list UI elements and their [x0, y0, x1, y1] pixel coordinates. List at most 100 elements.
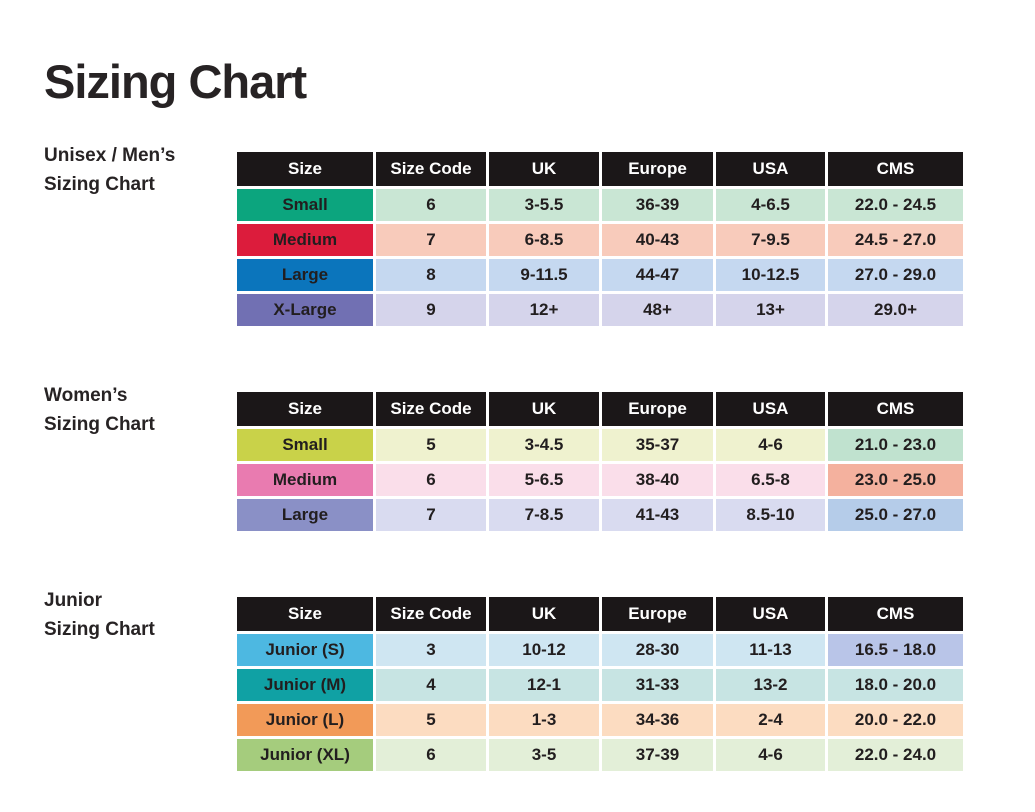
size-cell: Junior (L): [237, 704, 373, 736]
usa-cell: 2-4: [716, 704, 825, 736]
europe-cell: 38-40: [602, 464, 713, 496]
europe-cell: 31-33: [602, 669, 713, 701]
column-header-usa: USA: [716, 392, 825, 426]
usa-cell: 6.5-8: [716, 464, 825, 496]
europe-cell: 48+: [602, 294, 713, 326]
column-header-cms: CMS: [828, 392, 963, 426]
section-label-line1: Junior: [44, 590, 103, 611]
size-code-cell: 5: [376, 704, 486, 736]
column-header-uk: UK: [489, 392, 599, 426]
size-code-cell: 4: [376, 669, 486, 701]
size-code-cell: 7: [376, 224, 486, 256]
table-row: Junior (M) 4 12-1 31-33 13-2 18.0 - 20.0: [237, 669, 963, 701]
uk-cell: 1-3: [489, 704, 599, 736]
column-header-size-code: Size Code: [376, 152, 486, 186]
usa-cell: 10-12.5: [716, 259, 825, 291]
size-cell: Junior (S): [237, 634, 373, 666]
sizing-table-womens: Size Size Code UK Europe USA CMS Small 5…: [234, 389, 966, 534]
size-cell: Small: [237, 429, 373, 461]
uk-cell: 12-1: [489, 669, 599, 701]
cms-cell: 24.5 - 27.0: [828, 224, 963, 256]
usa-cell: 4-6: [716, 739, 825, 771]
column-header-size-code: Size Code: [376, 597, 486, 631]
size-code-cell: 6: [376, 739, 486, 771]
table-row: Medium 7 6-8.5 40-43 7-9.5 24.5 - 27.0: [237, 224, 963, 256]
size-cell: Medium: [237, 464, 373, 496]
section-label-junior: Junior Sizing Chart: [44, 586, 155, 644]
usa-cell: 11-13: [716, 634, 825, 666]
sizing-table-mens: Size Size Code UK Europe USA CMS Small 6…: [234, 149, 966, 329]
column-header-cms: CMS: [828, 597, 963, 631]
table-row: Large 8 9-11.5 44-47 10-12.5 27.0 - 29.0: [237, 259, 963, 291]
uk-cell: 5-6.5: [489, 464, 599, 496]
usa-cell: 13-2: [716, 669, 825, 701]
usa-cell: 4-6.5: [716, 189, 825, 221]
size-code-cell: 7: [376, 499, 486, 531]
europe-cell: 44-47: [602, 259, 713, 291]
europe-cell: 28-30: [602, 634, 713, 666]
size-code-cell: 8: [376, 259, 486, 291]
cms-cell: 21.0 - 23.0: [828, 429, 963, 461]
cms-cell: 16.5 - 18.0: [828, 634, 963, 666]
size-cell: Junior (M): [237, 669, 373, 701]
table-header-row: Size Size Code UK Europe USA CMS: [237, 392, 963, 426]
usa-cell: 7-9.5: [716, 224, 825, 256]
table-row: Junior (L) 5 1-3 34-36 2-4 20.0 - 22.0: [237, 704, 963, 736]
column-header-europe: Europe: [602, 152, 713, 186]
column-header-europe: Europe: [602, 597, 713, 631]
size-code-cell: 6: [376, 189, 486, 221]
uk-cell: 3-5: [489, 739, 599, 771]
column-header-usa: USA: [716, 152, 825, 186]
column-header-usa: USA: [716, 597, 825, 631]
europe-cell: 36-39: [602, 189, 713, 221]
europe-cell: 40-43: [602, 224, 713, 256]
column-header-europe: Europe: [602, 392, 713, 426]
section-label-mens: Unisex / Men’s Sizing Chart: [44, 141, 175, 199]
table-row: Small 6 3-5.5 36-39 4-6.5 22.0 - 24.5: [237, 189, 963, 221]
size-cell: X-Large: [237, 294, 373, 326]
section-label-line2: Sizing Chart: [44, 619, 155, 640]
usa-cell: 8.5-10: [716, 499, 825, 531]
table-row: Junior (S) 3 10-12 28-30 11-13 16.5 - 18…: [237, 634, 963, 666]
cms-cell: 29.0+: [828, 294, 963, 326]
table-row: Large 7 7-8.5 41-43 8.5-10 25.0 - 27.0: [237, 499, 963, 531]
size-cell: Small: [237, 189, 373, 221]
column-header-uk: UK: [489, 152, 599, 186]
uk-cell: 7-8.5: [489, 499, 599, 531]
cms-cell: 18.0 - 20.0: [828, 669, 963, 701]
table-header-row: Size Size Code UK Europe USA CMS: [237, 152, 963, 186]
size-code-cell: 5: [376, 429, 486, 461]
cms-cell: 27.0 - 29.0: [828, 259, 963, 291]
usa-cell: 13+: [716, 294, 825, 326]
cms-cell: 22.0 - 24.5: [828, 189, 963, 221]
column-header-cms: CMS: [828, 152, 963, 186]
table-row: Medium 6 5-6.5 38-40 6.5-8 23.0 - 25.0: [237, 464, 963, 496]
section-label-line1: Unisex / Men’s: [44, 145, 176, 166]
size-cell: Large: [237, 499, 373, 531]
size-cell: Medium: [237, 224, 373, 256]
size-cell: Junior (XL): [237, 739, 373, 771]
column-header-size-code: Size Code: [376, 392, 486, 426]
cms-cell: 20.0 - 22.0: [828, 704, 963, 736]
page-title: Sizing Chart: [44, 55, 307, 108]
section-label-line2: Sizing Chart: [44, 174, 155, 195]
uk-cell: 9-11.5: [489, 259, 599, 291]
table-row: Junior (XL) 6 3-5 37-39 4-6 22.0 - 24.0: [237, 739, 963, 771]
table-header-row: Size Size Code UK Europe USA CMS: [237, 597, 963, 631]
column-header-uk: UK: [489, 597, 599, 631]
column-header-size: Size: [237, 392, 373, 426]
section-label-womens: Women’s Sizing Chart: [44, 381, 155, 439]
column-header-size: Size: [237, 152, 373, 186]
europe-cell: 35-37: [602, 429, 713, 461]
section-label-line1: Women’s: [44, 385, 128, 406]
size-code-cell: 6: [376, 464, 486, 496]
europe-cell: 41-43: [602, 499, 713, 531]
usa-cell: 4-6: [716, 429, 825, 461]
uk-cell: 12+: [489, 294, 599, 326]
uk-cell: 6-8.5: [489, 224, 599, 256]
table-row: Small 5 3-4.5 35-37 4-6 21.0 - 23.0: [237, 429, 963, 461]
cms-cell: 23.0 - 25.0: [828, 464, 963, 496]
section-label-line2: Sizing Chart: [44, 414, 155, 435]
uk-cell: 3-4.5: [489, 429, 599, 461]
